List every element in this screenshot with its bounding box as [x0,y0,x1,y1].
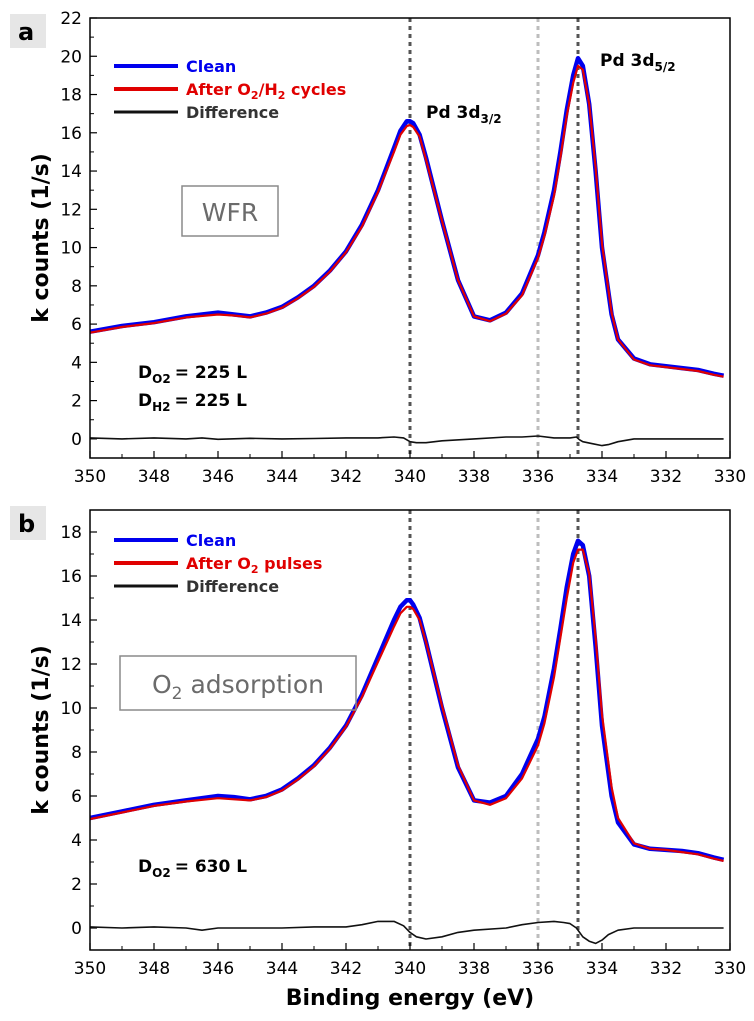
x-tick-label: 344 [266,959,298,979]
y-tick-label: 8 [71,743,82,763]
legend-clean-label-b: Clean [186,531,236,550]
y-tick-label: 20 [60,47,82,67]
x-tick-label: 332 [650,959,682,979]
panel-a: a 350 348 346 344 342 340 338 336 334 332 330 0 2 4 6 8… [10,9,746,487]
x-tick-label: 346 [202,959,234,979]
x-tick-label: 340 [394,959,426,979]
x-tick-label: 342 [330,467,362,487]
wfr-box [181,185,279,237]
dose-o2-b: DO2 = 630 L [138,857,247,880]
o2-adsorption-box-label: O2 adsorption [152,670,324,704]
panel-a-y-axis-title: k counts (1/s) [29,153,54,323]
x-tick-label: 350 [74,467,106,487]
y-tick-label: 14 [60,162,82,182]
panel-b-plot-frame [89,509,731,951]
panel-b-legend: Clean After O2 pulses Difference [114,531,322,596]
o2-adsorption-box [119,655,357,711]
y-tick-label: 16 [60,124,82,144]
y-tick-label: 6 [71,787,82,807]
y-tick-label: 0 [71,919,82,939]
x-tick-label: 348 [138,467,170,487]
series-after [89,64,724,378]
y-tick-label: 18 [60,523,82,543]
y-tick-label: 8 [71,277,82,297]
x-tick-label: 334 [586,959,618,979]
panel-b: b 350 348 346 344 342 340 338 336 334 332 330 0 2 4 6 8… [10,506,746,979]
wfr-box-label: WFR [202,198,258,227]
y-tick-label: 2 [71,875,82,895]
dose-h2-a: DH2 = 225 L [138,391,247,414]
legend-clean-label: Clean [186,57,236,76]
series-after [89,548,724,862]
y-tick-label: 10 [60,699,82,719]
panel-b-tag: b [18,510,35,538]
y-tick-label: 16 [60,567,82,587]
y-tick-label: 12 [60,200,82,220]
y-tick-label: 0 [71,430,82,450]
x-tick-label: 330 [714,467,746,487]
panel-b-tag-bg [10,506,46,540]
dose-o2-a: DO2 = 225 L [138,363,247,386]
panel-a-tag: a [18,18,34,46]
legend-difference-label: Difference [186,103,279,122]
x-tick-label: 332 [650,467,682,487]
x-tick-label: 342 [330,959,362,979]
x-tick-label: 334 [586,467,618,487]
y-tick-label: 14 [60,611,82,631]
x-axis-title: Binding energy (eV) [286,986,535,1011]
panel-a-tag-bg [10,14,46,48]
panel-b-y-axis-title: k counts (1/s) [29,645,54,815]
x-tick-label: 330 [714,959,746,979]
x-tick-label: 338 [458,959,490,979]
peak-label-3d32: Pd 3d3/2 [426,103,502,126]
y-tick-label: 22 [60,9,82,29]
series-difference [89,435,724,447]
y-tick-label: 4 [71,831,82,851]
peak-label-3d52: Pd 3d5/2 [600,51,676,74]
y-tick-label: 4 [71,353,82,373]
x-tick-label: 336 [522,467,554,487]
panel-a-legend: Clean After O2/H2 cycles Difference [114,57,346,122]
legend-after-label: After O2/H2 cycles [186,80,346,102]
legend-difference-label-b: Difference [186,577,279,596]
x-tick-label: 348 [138,959,170,979]
y-tick-label: 10 [60,239,82,259]
x-tick-label: 340 [394,467,426,487]
y-tick-label: 12 [60,655,82,675]
legend-after-label-b: After O2 pulses [186,554,322,576]
y-tick-label: 6 [71,315,82,335]
x-tick-label: 336 [522,959,554,979]
x-tick-label: 344 [266,467,298,487]
y-tick-label: 2 [71,392,82,412]
series-difference [89,920,724,945]
panel-a-plot-frame [89,17,731,459]
y-tick-label: 18 [60,86,82,106]
x-tick-label: 350 [74,959,106,979]
x-tick-label: 346 [202,467,234,487]
x-tick-label: 338 [458,467,490,487]
